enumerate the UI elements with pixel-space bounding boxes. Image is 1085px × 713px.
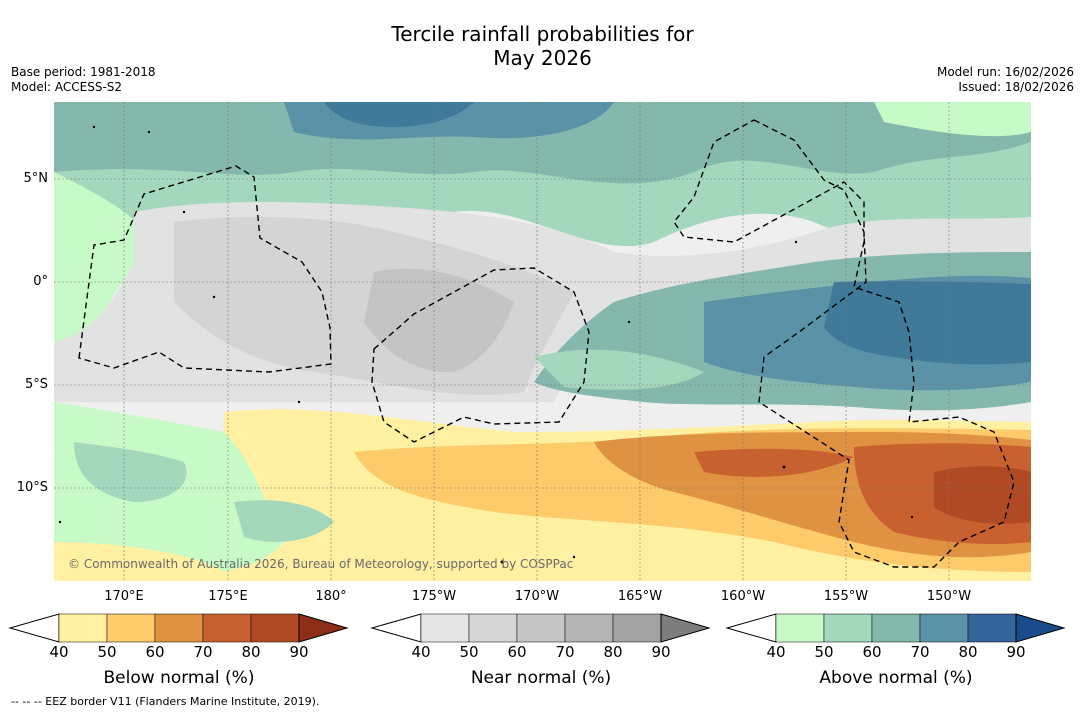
tick-below-70: 70 [193, 643, 213, 661]
lon-label-150w: 150°W [926, 589, 972, 604]
above-normal-50-mid [534, 349, 704, 390]
tick-near-90: 90 [651, 643, 671, 661]
above-normal-40-west [54, 172, 154, 342]
tick-near-50: 50 [459, 643, 479, 661]
eez-borders [78, 119, 1015, 568]
copyright-notice: © Commonwealth of Australia 2026, Bureau… [68, 557, 574, 571]
tick-above-80: 80 [958, 643, 978, 661]
colorbar-label-below: Below normal (%) [103, 668, 255, 688]
colorbar-label-above: Above normal (%) [819, 668, 973, 688]
map-field [54, 102, 1031, 581]
graticule [54, 102, 1031, 581]
model-name: Model: ACCESS-S2 [11, 80, 123, 94]
tick-below-90: 90 [289, 643, 309, 661]
tick-above-40: 40 [766, 643, 786, 661]
meta-right: Model run: 16/02/2026 Issued: 18/02/2026 [937, 65, 1074, 95]
tick-below-60: 60 [145, 643, 165, 661]
base-period: Base period: 1981-2018 [11, 65, 156, 79]
probability-map: © Commonwealth of Australia 2026, Bureau… [54, 102, 1031, 581]
near-normal-60 [364, 268, 514, 373]
above-normal-80-east [824, 281, 1031, 365]
eez-kiribati-east [673, 119, 1015, 568]
tick-near-80: 80 [603, 643, 623, 661]
colorbars [8, 613, 1066, 643]
tick-near-70: 70 [555, 643, 575, 661]
tick-above-50: 50 [814, 643, 834, 661]
colorbar-below-normal [8, 613, 349, 643]
lon-label-170w: 170°W [514, 589, 560, 604]
lat-label-5n: 5°N [23, 171, 49, 186]
colorbar-above-normal [725, 613, 1066, 643]
lon-label-165w: 165°W [617, 589, 663, 604]
below-normal-40-sw [54, 542, 224, 581]
below-normal-80 [934, 466, 1031, 524]
lon-label-180: 180° [315, 589, 347, 604]
lon-label-170e: 170°E [104, 589, 144, 604]
above-normal-50-sw [74, 442, 187, 502]
issued-date: Issued: 18/02/2026 [958, 80, 1074, 94]
above-normal-50-sw2 [234, 500, 334, 542]
tick-below-80: 80 [241, 643, 261, 661]
tick-above-90: 90 [1006, 643, 1026, 661]
meta-left: Base period: 1981-2018 Model: ACCESS-S2 [11, 65, 156, 95]
tick-below-40: 40 [49, 643, 69, 661]
eez-kiribati-west [78, 165, 332, 373]
lon-label-155w: 155°W [823, 589, 869, 604]
title-line-1: Tercile rainfall probabilities for [391, 22, 694, 46]
islands [58, 125, 914, 564]
below-normal-70-a [694, 448, 854, 477]
eez-tuvalu-tokelau [371, 267, 590, 443]
lat-label-10s: 10°S [16, 480, 48, 495]
lat-label-0: 0° [33, 274, 48, 289]
lon-label-160w: 160°W [720, 589, 766, 604]
lat-label-5s: 5°S [24, 377, 48, 392]
above-normal-80-north [324, 102, 474, 127]
eez-footnote: -- -- -- EEZ border V11 (Flanders Marine… [11, 695, 320, 708]
tick-near-40: 40 [411, 643, 431, 661]
model-run: Model run: 16/02/2026 [936, 65, 1074, 79]
title-line-2: May 2026 [493, 46, 592, 70]
map-title: Tercile rainfall probabilities for May 2… [0, 22, 1085, 70]
tick-above-70: 70 [910, 643, 930, 661]
lon-label-175e: 175°E [208, 589, 248, 604]
colorbar-label-near: Near normal (%) [470, 668, 612, 688]
tick-near-60: 60 [507, 643, 527, 661]
colorbar-near-normal [370, 613, 711, 643]
tick-below-50: 50 [97, 643, 117, 661]
lon-label-175w: 175°W [411, 589, 457, 604]
above-normal-40-ne [874, 102, 1031, 137]
tick-above-60: 60 [862, 643, 882, 661]
